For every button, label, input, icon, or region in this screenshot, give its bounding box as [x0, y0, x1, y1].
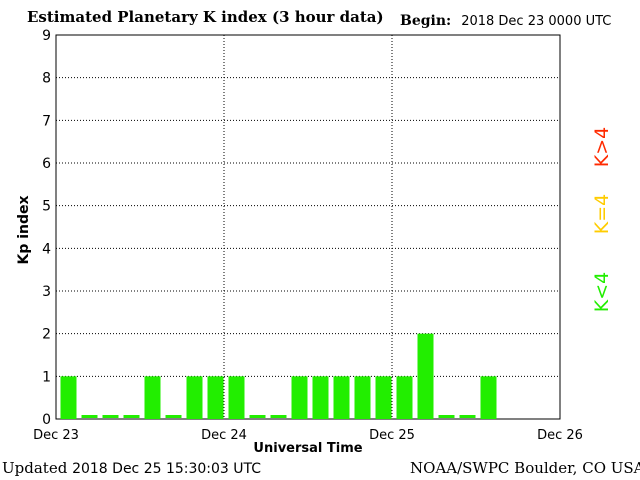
- updated-info: Updated 2018 Dec 25 15:30:03 UTC: [2, 459, 261, 477]
- kp-bar: [103, 415, 119, 418]
- kp-bar: [313, 376, 329, 419]
- y-tick-label: 8: [42, 71, 51, 87]
- kp-bar: [166, 415, 182, 418]
- y-tick-label: 7: [42, 113, 51, 129]
- y-axis-label: Kp index: [16, 195, 32, 264]
- x-axis-label: Universal Time: [253, 441, 362, 456]
- x-tick-label: Dec 25: [369, 428, 415, 443]
- kp-bar: [439, 415, 455, 418]
- kp-bar: [418, 334, 434, 419]
- kp-bar: [397, 376, 413, 419]
- updated-value: 2018 Dec 25 15:30:03 UTC: [72, 461, 261, 477]
- kp-bar: [208, 376, 224, 419]
- kp-bar: [460, 415, 476, 418]
- legend-entry: K=4: [591, 194, 613, 234]
- y-tick-label: 0: [42, 412, 51, 428]
- legend-entry: K>4: [591, 127, 613, 167]
- kp-bar: [355, 376, 371, 419]
- y-tick-label: 1: [42, 369, 51, 385]
- y-tick-label: 2: [42, 327, 51, 343]
- x-tick-label: Dec 26: [537, 428, 583, 443]
- kp-bar: [334, 376, 350, 419]
- y-tick-label: 4: [42, 241, 51, 257]
- y-tick-label: 5: [42, 199, 51, 215]
- kp-bar: [124, 415, 140, 418]
- kp-bar: [292, 376, 308, 419]
- y-tick-label: 6: [42, 156, 51, 172]
- kp-bar: [481, 376, 497, 419]
- plot-frame: [56, 35, 560, 419]
- y-tick-label: 3: [42, 284, 51, 300]
- y-tick-label: 9: [42, 28, 51, 44]
- x-tick-label: Dec 23: [33, 428, 79, 443]
- kp-bar: [61, 376, 77, 419]
- updated-label: Updated: [2, 459, 67, 477]
- kp-bar: [271, 415, 287, 418]
- kp-bar: [229, 376, 245, 419]
- kp-bar: [376, 376, 392, 419]
- kp-bar: [82, 415, 98, 418]
- kp-bar: [187, 376, 203, 419]
- credit-text: NOAA/SWPC Boulder, CO USA: [410, 459, 640, 477]
- legend-entry: K<4: [591, 272, 613, 312]
- kp-bar: [250, 415, 266, 418]
- x-tick-label: Dec 24: [201, 428, 247, 443]
- kp-bar: [145, 376, 161, 419]
